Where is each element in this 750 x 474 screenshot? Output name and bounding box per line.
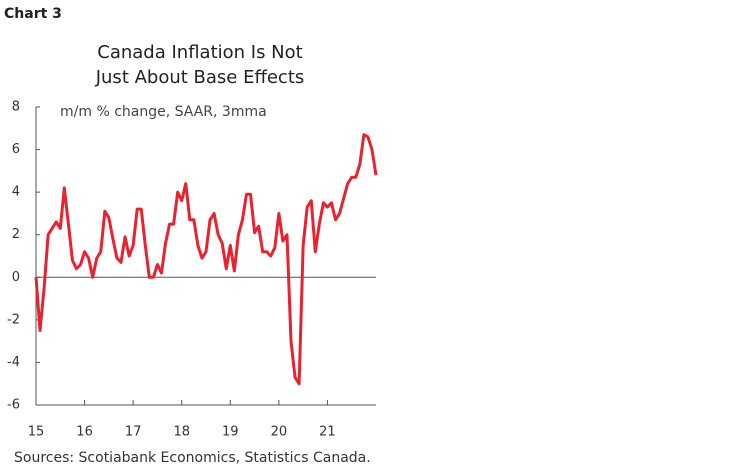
chart-title: Just About Base Effects <box>95 67 305 88</box>
x-tick-label: 15 <box>28 425 45 440</box>
y-tick-label: -4 <box>7 355 20 370</box>
y-tick-label: 6 <box>12 142 20 157</box>
source: Sources: Scotiabank Economics, Statistic… <box>14 450 371 466</box>
x-tick-label: 16 <box>76 425 93 440</box>
chart-title: Canada Inflation Is Not <box>97 42 302 63</box>
x-tick-label: 21 <box>319 425 336 440</box>
x-tick-label: 20 <box>271 425 288 440</box>
subtitle: m/m % change, SAAR, 3mma <box>60 104 267 120</box>
x-tick-label: 17 <box>125 425 142 440</box>
y-tick-label: 2 <box>12 227 20 242</box>
y-tick-label: -2 <box>7 312 20 327</box>
y-tick-label: 8 <box>12 100 20 115</box>
y-tick-label: 0 <box>12 270 20 285</box>
y-tick-label: -6 <box>7 398 20 413</box>
chart-label: Chart 3 <box>4 6 62 22</box>
x-tick-label: 18 <box>173 425 190 440</box>
series-line <box>34 133 378 386</box>
x-tick-label: 19 <box>222 425 239 440</box>
y-tick-label: 4 <box>12 185 20 200</box>
